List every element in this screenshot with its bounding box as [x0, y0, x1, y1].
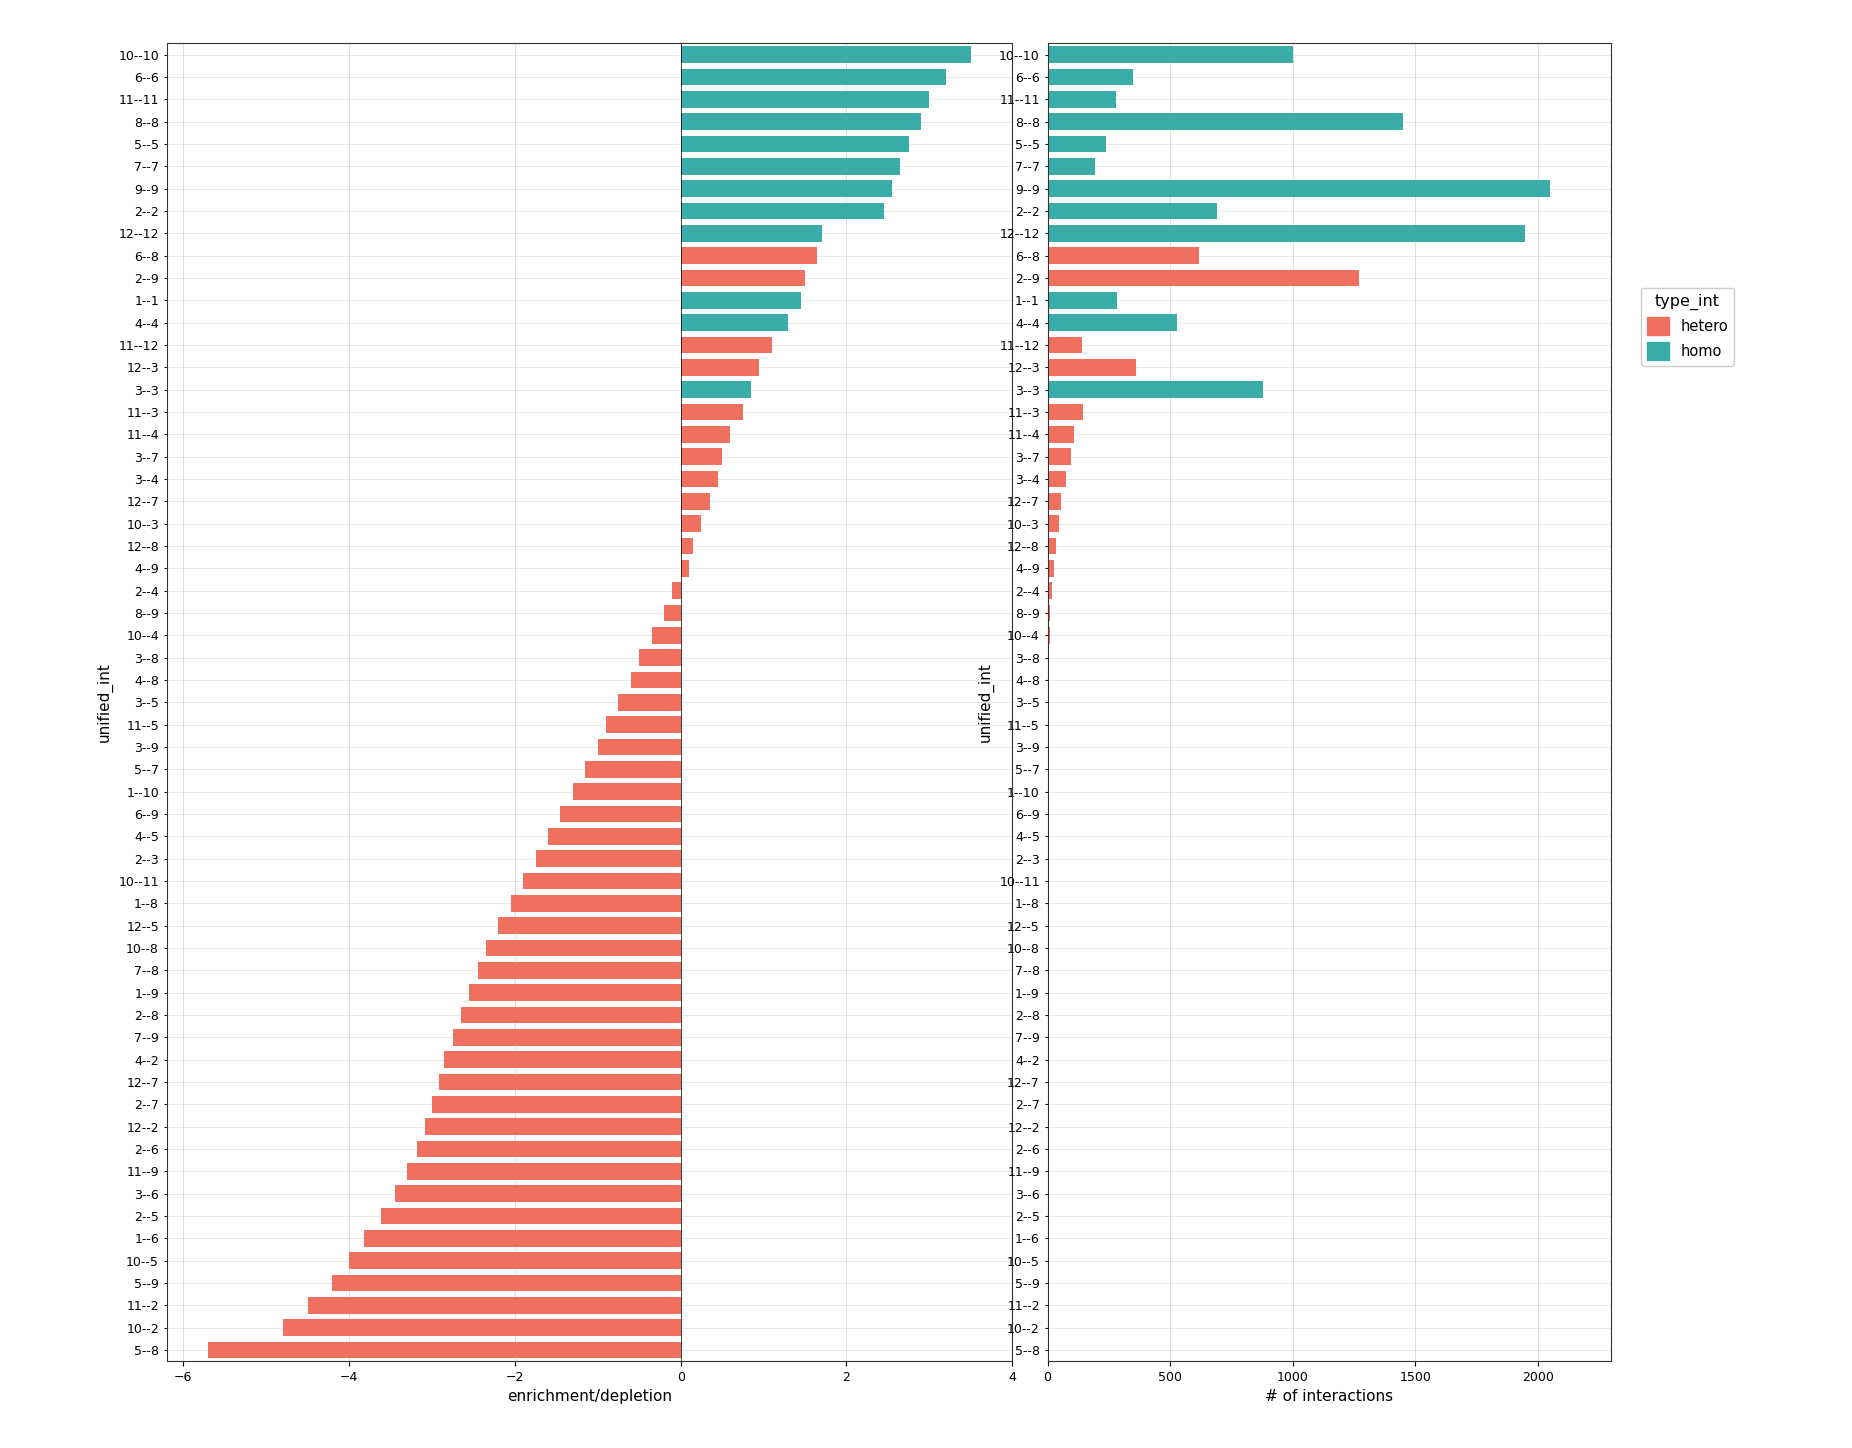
Legend: hetero, homo: hetero, homo — [1641, 288, 1733, 366]
Bar — [1048, 158, 1095, 175]
Bar — [1048, 292, 1117, 308]
Bar — [333, 1274, 682, 1292]
Bar — [535, 850, 682, 867]
Bar — [432, 1096, 682, 1112]
Bar — [1048, 224, 1526, 242]
Bar — [1048, 627, 1050, 644]
Bar — [207, 1342, 682, 1358]
Bar — [511, 895, 682, 912]
Bar — [682, 560, 689, 576]
Bar — [682, 426, 730, 443]
Bar — [682, 269, 806, 287]
Bar — [682, 91, 930, 107]
Bar — [619, 694, 682, 711]
Bar — [498, 917, 682, 934]
Bar — [682, 180, 893, 197]
Bar — [439, 1073, 682, 1090]
Bar — [1048, 91, 1117, 107]
Bar — [632, 672, 682, 688]
Bar — [652, 627, 682, 644]
Bar — [682, 113, 920, 130]
Bar — [1048, 113, 1404, 130]
Bar — [461, 1006, 682, 1024]
Bar — [1048, 471, 1067, 488]
Bar — [682, 404, 743, 420]
X-axis label: # of interactions: # of interactions — [1265, 1390, 1393, 1405]
Bar — [682, 68, 946, 85]
Bar — [1048, 46, 1293, 62]
Bar — [639, 649, 682, 666]
Bar — [1048, 359, 1135, 375]
Bar — [426, 1118, 682, 1135]
Bar — [1048, 404, 1083, 420]
Bar — [682, 136, 909, 152]
Bar — [307, 1297, 682, 1313]
Bar — [682, 471, 719, 488]
Bar — [1048, 492, 1061, 510]
Bar — [682, 492, 709, 510]
Bar — [1048, 649, 1050, 666]
Bar — [682, 203, 883, 219]
Bar — [1048, 449, 1070, 465]
Bar — [682, 336, 772, 353]
Bar — [682, 537, 693, 555]
Bar — [522, 873, 682, 889]
Bar — [1048, 68, 1133, 85]
Bar — [1048, 515, 1059, 531]
Bar — [365, 1229, 682, 1247]
Bar — [394, 1186, 682, 1202]
Bar — [1048, 537, 1056, 555]
Bar — [682, 449, 722, 465]
Bar — [452, 1030, 682, 1045]
Bar — [1048, 136, 1106, 152]
Bar — [1048, 605, 1050, 621]
Bar — [1048, 180, 1550, 197]
Bar — [1048, 336, 1082, 353]
Bar — [682, 224, 822, 242]
Bar — [682, 292, 800, 308]
Bar — [572, 783, 682, 799]
Bar — [1048, 560, 1054, 576]
Bar — [1048, 314, 1178, 332]
Bar — [1048, 381, 1263, 398]
Bar — [485, 940, 682, 956]
Bar — [469, 985, 682, 1001]
Bar — [1048, 203, 1217, 219]
Bar — [407, 1163, 682, 1180]
Bar — [1048, 248, 1200, 264]
Bar — [682, 314, 789, 332]
Bar — [585, 760, 682, 778]
Bar — [682, 158, 900, 175]
Bar — [1048, 582, 1052, 599]
Bar — [672, 582, 682, 599]
X-axis label: enrichment/depletion: enrichment/depletion — [507, 1390, 672, 1405]
Bar — [682, 46, 970, 62]
Bar — [348, 1253, 682, 1268]
Bar — [1048, 426, 1074, 443]
Bar — [606, 717, 682, 733]
Bar — [283, 1319, 682, 1337]
Bar — [682, 359, 759, 375]
Bar — [682, 381, 752, 398]
Bar — [548, 828, 682, 844]
Bar — [682, 515, 702, 531]
Bar — [682, 248, 817, 264]
Y-axis label: unified_int: unified_int — [978, 662, 993, 743]
Bar — [478, 961, 682, 979]
Bar — [1048, 269, 1359, 287]
Bar — [444, 1051, 682, 1069]
Y-axis label: unified_int: unified_int — [96, 662, 113, 743]
Bar — [561, 805, 682, 822]
Bar — [598, 738, 682, 756]
Bar — [417, 1141, 682, 1157]
Bar — [665, 605, 682, 621]
Bar — [380, 1208, 682, 1225]
